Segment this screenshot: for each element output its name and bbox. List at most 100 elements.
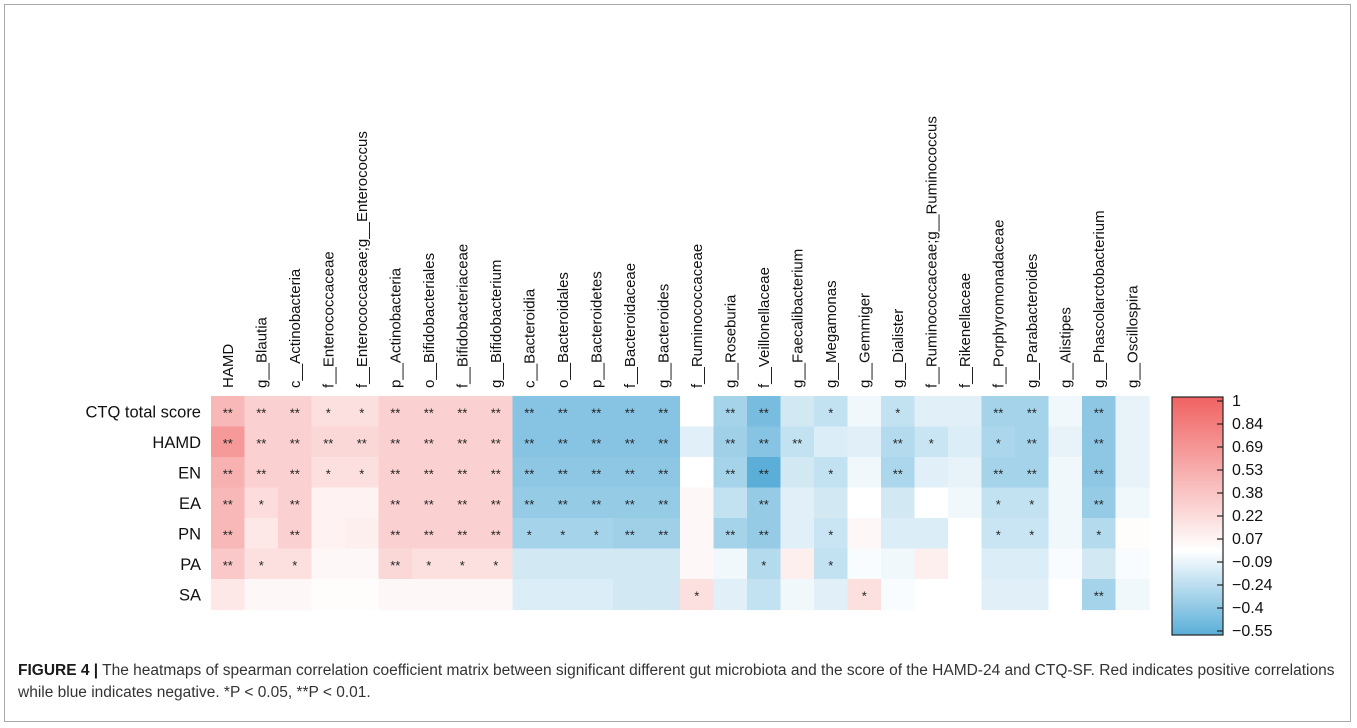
significance-mark: ** [491,405,501,420]
heatmap-cell [847,579,882,611]
significance-mark: ** [993,405,1003,420]
significance-mark: ** [993,466,1003,481]
heatmap-cell [579,396,614,428]
heatmap-cell [914,518,949,550]
column-label: f__Bifidobacteriaceae [454,244,471,388]
heatmap-cell [780,579,815,611]
heatmap-cell [680,548,715,580]
heatmap-cell [244,548,279,580]
heatmap-cell [981,579,1016,611]
heatmap-cell [1082,396,1117,428]
column-label: g__Gemmiger [856,293,873,388]
significance-mark: * [259,497,264,512]
heatmap-cell [479,487,514,519]
heatmap-cell [345,457,380,489]
heatmap-cell [345,548,380,580]
row-label: EA [179,495,201,513]
heatmap-cell [1048,518,1083,550]
heatmap-cell [546,426,581,458]
significance-mark: ** [1094,497,1104,512]
heatmap-cell [814,579,849,611]
significance-mark: ** [290,527,300,542]
column-label: HAMD [220,344,237,388]
column-label: g__Dialister [890,309,907,388]
heatmap-cell [445,426,480,458]
column-label: g__Bacteroides [655,284,672,388]
heatmap-cell [1015,548,1050,580]
heatmap-cell [747,548,782,580]
significance-mark: ** [223,405,233,420]
heatmap-cell [479,548,514,580]
heatmap-cell [211,396,246,428]
significance-mark: ** [558,436,568,451]
significance-mark: * [694,588,699,603]
significance-mark: ** [390,497,400,512]
heatmap-cell [646,518,681,550]
heatmap-chart: ** ** ** * * ** ** ** ** ** ** ** ** ** ** ** * * ** ** ****… [85,116,1273,640]
heatmap-cell [747,518,782,550]
heatmap-cell [1015,396,1050,428]
significance-mark: ** [1027,405,1037,420]
significance-mark: ** [290,436,300,451]
significance-mark: ** [591,466,601,481]
heatmap-cell [914,579,949,611]
colorbar-tick-label: 0.69 [1232,439,1263,456]
heatmap-cell [1115,579,1150,611]
heatmap-cell [680,457,715,489]
heatmap-cell [613,579,648,611]
significance-mark: * [828,405,833,420]
heatmap-cell [948,457,983,489]
row-label: PN [178,525,201,543]
significance-mark: ** [658,527,668,542]
heatmap-cell [847,487,882,519]
colorbar-tick-label: 0.38 [1232,485,1263,502]
significance-mark: ** [591,436,601,451]
heatmap-cell [814,457,849,489]
significance-mark: ** [256,405,266,420]
significance-mark: ** [725,527,735,542]
row-label: EN [178,464,201,482]
heatmap-cell [646,457,681,489]
heatmap-cell [646,548,681,580]
figure-frame [4,4,1351,722]
column-label: f__Ruminococcaceae;g__Ruminococcus [923,116,940,388]
heatmap-cells [211,396,1150,611]
figure-caption: FIGURE 4 | The heatmaps of spearman corr… [18,660,1338,704]
significance-mark: * [594,527,599,542]
column-label: g__Phascolarctobacterium [1091,210,1108,388]
heatmap-cell [646,487,681,519]
row-label: HAMD [152,434,201,452]
heatmap-cell [814,518,849,550]
heatmap-cell [412,579,447,611]
heatmap-cell [244,396,279,428]
heatmap-cell [948,487,983,519]
colorbar-tick-label: −0.24 [1232,577,1273,594]
column-label: g__Oscillospira [1124,285,1141,388]
figure-label: FIGURE 4 | [18,662,99,679]
heatmap-cell [546,548,581,580]
significance-mark: ** [1094,405,1104,420]
heatmap-cell [378,426,413,458]
significance-mark: ** [457,466,467,481]
significance-mark: * [460,558,465,573]
heatmap-cell [311,518,346,550]
significance-mark: * [895,405,900,420]
heatmap-cell [345,579,380,611]
heatmap-cell [1048,548,1083,580]
heatmap-cell [981,518,1016,550]
significance-mark: * [1096,527,1101,542]
heatmap-cell [445,396,480,428]
heatmap-cell [713,426,748,458]
heatmap-cell [345,487,380,519]
heatmap-cell [780,518,815,550]
heatmap-cell [713,396,748,428]
heatmap-cell [345,518,380,550]
colorbar-gradient [1171,396,1224,636]
column-label: f__Rikenellaceae [957,273,974,388]
heatmap-cell [1115,487,1150,519]
significance-mark: ** [223,527,233,542]
heatmap-cell [378,579,413,611]
heatmap-cell [278,579,313,611]
significance-mark: ** [390,436,400,451]
colorbar-tick-label: 0.22 [1232,508,1263,525]
